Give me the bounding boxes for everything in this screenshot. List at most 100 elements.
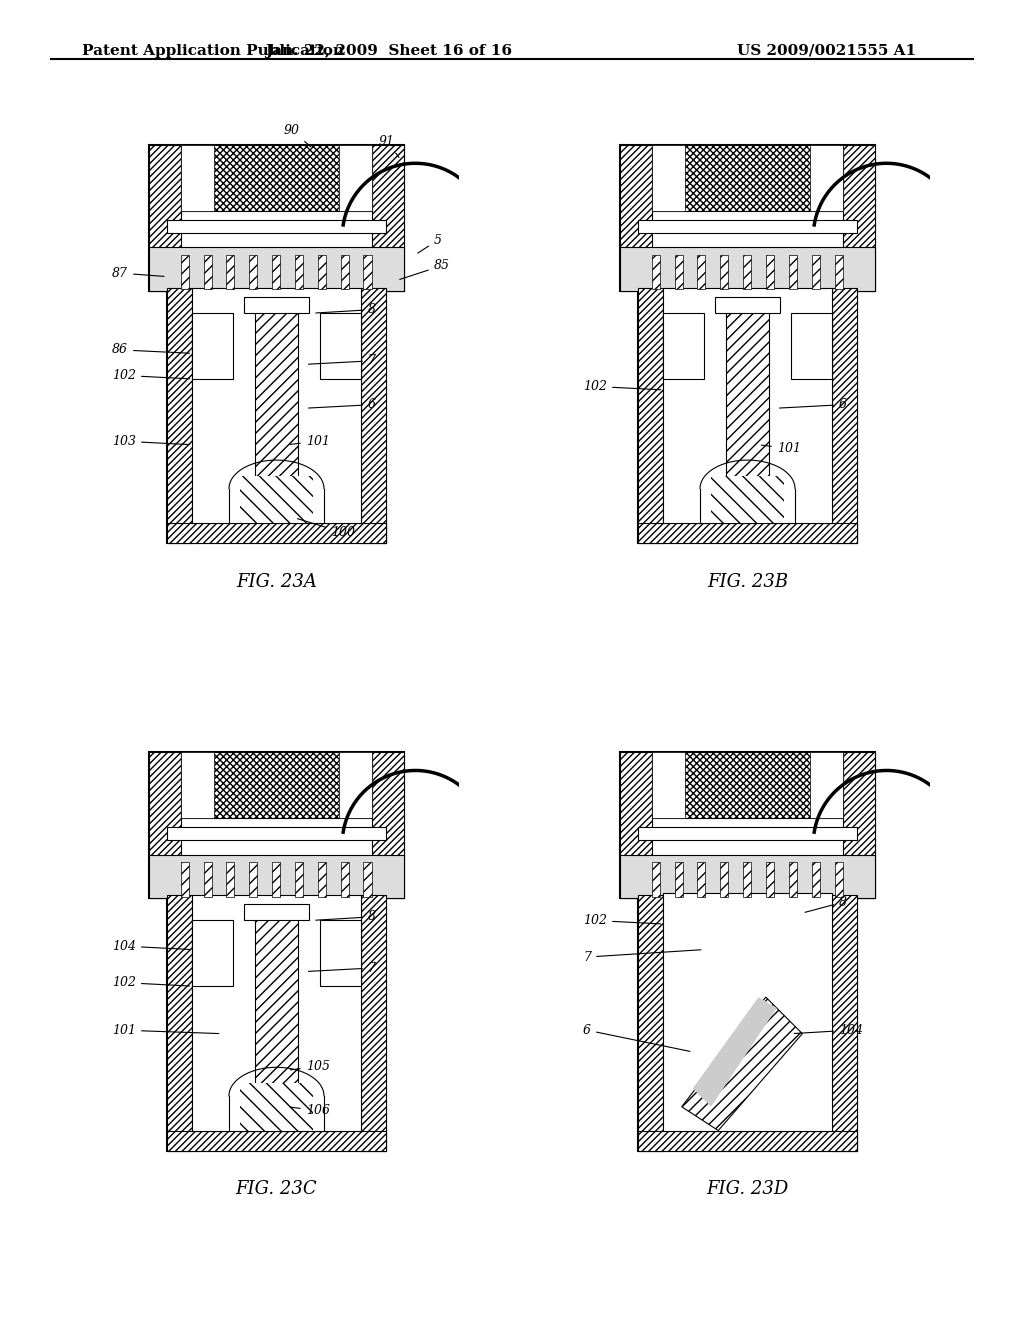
Bar bbox=[620, 145, 652, 292]
Bar bbox=[180, 862, 188, 896]
Bar bbox=[339, 145, 372, 211]
Bar bbox=[167, 220, 386, 232]
Bar bbox=[364, 255, 372, 289]
Bar bbox=[360, 288, 386, 544]
Text: 104: 104 bbox=[112, 940, 189, 953]
Bar bbox=[664, 892, 831, 1130]
Bar bbox=[372, 752, 404, 899]
Bar bbox=[620, 854, 876, 899]
Bar bbox=[180, 255, 188, 289]
Bar bbox=[843, 752, 876, 899]
Bar bbox=[341, 255, 349, 289]
Text: 85: 85 bbox=[399, 259, 450, 280]
Text: 8: 8 bbox=[315, 304, 376, 317]
Bar bbox=[317, 862, 326, 896]
Bar bbox=[638, 895, 664, 1151]
Bar bbox=[181, 145, 214, 211]
Bar bbox=[226, 862, 234, 896]
Bar bbox=[620, 752, 876, 899]
Bar bbox=[720, 255, 728, 289]
Bar bbox=[181, 752, 214, 818]
Bar bbox=[812, 255, 820, 289]
Bar bbox=[726, 302, 769, 478]
Text: 103: 103 bbox=[112, 434, 189, 447]
Text: 7: 7 bbox=[583, 950, 700, 964]
Bar bbox=[193, 313, 232, 379]
Bar bbox=[652, 145, 843, 211]
Text: US 2009/0021555 A1: US 2009/0021555 A1 bbox=[737, 44, 916, 58]
Text: 106: 106 bbox=[290, 1104, 330, 1117]
Text: 91: 91 bbox=[379, 135, 399, 157]
Text: 7: 7 bbox=[308, 354, 376, 367]
Text: FIG. 23C: FIG. 23C bbox=[236, 1180, 317, 1197]
Bar bbox=[720, 862, 728, 896]
Bar bbox=[652, 752, 685, 818]
Bar bbox=[148, 752, 181, 899]
Text: 87: 87 bbox=[112, 267, 164, 280]
Bar bbox=[321, 313, 360, 379]
Bar bbox=[272, 862, 281, 896]
Bar bbox=[249, 862, 257, 896]
Bar bbox=[810, 145, 843, 211]
Bar bbox=[167, 523, 386, 544]
Bar bbox=[360, 895, 386, 1151]
Text: 100: 100 bbox=[297, 519, 355, 539]
Text: 105: 105 bbox=[290, 1060, 330, 1073]
Bar bbox=[843, 145, 876, 292]
Bar bbox=[255, 302, 298, 478]
Bar bbox=[148, 752, 404, 899]
Bar bbox=[664, 288, 831, 523]
Text: 102: 102 bbox=[583, 380, 660, 393]
Bar bbox=[148, 854, 404, 899]
Bar bbox=[321, 920, 360, 986]
Bar bbox=[167, 895, 193, 1151]
Bar bbox=[167, 895, 386, 1151]
Text: 102: 102 bbox=[112, 370, 189, 381]
Bar bbox=[792, 313, 831, 379]
Bar bbox=[295, 255, 303, 289]
Bar bbox=[240, 475, 313, 523]
Bar bbox=[244, 904, 309, 920]
Bar bbox=[317, 255, 326, 289]
Bar bbox=[167, 288, 386, 544]
Bar bbox=[638, 828, 857, 840]
Text: 102: 102 bbox=[583, 913, 660, 927]
Bar bbox=[711, 475, 784, 523]
Bar bbox=[204, 255, 212, 289]
Bar bbox=[620, 145, 876, 292]
Text: 90: 90 bbox=[284, 124, 311, 147]
Bar bbox=[167, 1130, 386, 1151]
Bar bbox=[715, 297, 780, 313]
Bar bbox=[620, 247, 876, 292]
Text: 7: 7 bbox=[308, 961, 376, 974]
Bar bbox=[697, 862, 706, 896]
Bar bbox=[743, 255, 752, 289]
Bar bbox=[788, 862, 797, 896]
Bar bbox=[341, 862, 349, 896]
Bar bbox=[249, 255, 257, 289]
Bar bbox=[788, 255, 797, 289]
Bar bbox=[148, 247, 404, 292]
Text: 6: 6 bbox=[779, 399, 847, 412]
Bar bbox=[638, 220, 857, 232]
Bar bbox=[743, 862, 752, 896]
Bar bbox=[831, 288, 857, 544]
Text: 86: 86 bbox=[112, 343, 189, 356]
Bar bbox=[181, 145, 372, 211]
Bar bbox=[226, 255, 234, 289]
Bar bbox=[339, 752, 372, 818]
Bar bbox=[240, 1082, 313, 1130]
Bar bbox=[193, 920, 232, 986]
Bar bbox=[766, 255, 774, 289]
Bar bbox=[638, 288, 857, 544]
Bar bbox=[651, 862, 659, 896]
Bar bbox=[652, 145, 685, 211]
Text: FIG. 23A: FIG. 23A bbox=[237, 573, 316, 590]
Text: Jan. 22, 2009  Sheet 16 of 16: Jan. 22, 2009 Sheet 16 of 16 bbox=[265, 44, 513, 58]
Text: 6: 6 bbox=[308, 399, 376, 412]
Bar bbox=[675, 862, 683, 896]
Bar bbox=[193, 895, 360, 1130]
Bar bbox=[664, 313, 703, 379]
Bar bbox=[181, 752, 372, 818]
Bar bbox=[167, 828, 386, 840]
